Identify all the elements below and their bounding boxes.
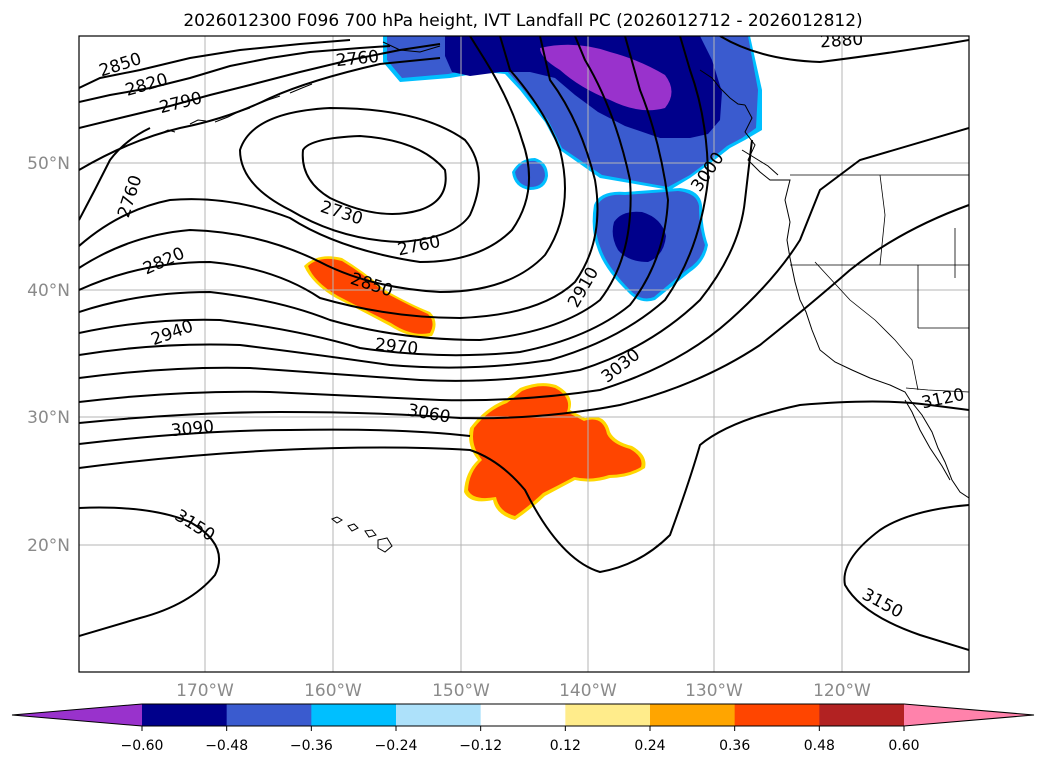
- contour-label: 3090: [170, 417, 215, 441]
- lon-label: 160°W: [304, 681, 362, 701]
- colorbar-segment: [565, 704, 651, 726]
- colorbar-ticks: −0.60 −0.48 −0.36 −0.24 −0.12 0.12 0.24 0.36 0.4…: [121, 726, 920, 754]
- colorbar-segment: [819, 704, 905, 726]
- colorbar-tick-label: 0.60: [888, 738, 919, 754]
- map-border: [78, 35, 970, 673]
- colorbar-segment: [142, 704, 228, 726]
- lon-label: 120°W: [813, 681, 871, 701]
- negative-anomaly-small: [512, 158, 548, 190]
- colorbar-segment: [396, 704, 482, 726]
- lat-label: 20°N: [27, 536, 70, 556]
- contour-label: 2760: [335, 47, 380, 71]
- height-contours: [79, 36, 969, 651]
- colorbar-tick-label: 0.24: [634, 738, 665, 754]
- colorbar-segment: [734, 704, 820, 726]
- colorbar-tick-label: 0.12: [550, 738, 581, 754]
- contour-label: 2970: [374, 335, 419, 359]
- map-background: [79, 36, 969, 672]
- colorbar-segment: [311, 704, 397, 726]
- colorbar-segments: [12, 704, 1034, 726]
- colorbar-segment: [226, 704, 312, 726]
- colorbar-tick-label: −0.12: [459, 738, 502, 754]
- lat-label: 50°N: [27, 154, 70, 174]
- colorbar-tick-label: 0.36: [719, 738, 750, 754]
- colorbar-tick-label: 0.48: [804, 738, 835, 754]
- graticule: [79, 36, 969, 672]
- map-layers: 2850 2820 2790 2760 2730 2760 2820 2850 …: [79, 30, 969, 672]
- lon-label: 170°W: [176, 681, 234, 701]
- colorbar-segment: [650, 704, 736, 726]
- hawaii-islands: [331, 516, 393, 553]
- latitude-axis: 50°N 40°N 30°N 20°N: [27, 154, 70, 556]
- colorbar: −0.60 −0.48 −0.36 −0.24 −0.12 0.12 0.24 0.36 0.4…: [11, 703, 1035, 754]
- map-title: 2026012300 F096 700 hPa height, IVT Land…: [183, 11, 862, 31]
- colorbar-tick-label: −0.60: [121, 738, 164, 754]
- negative-anomaly-central: [592, 188, 708, 302]
- lon-label: 150°W: [432, 681, 490, 701]
- lon-label: 130°W: [685, 681, 743, 701]
- lat-label: 40°N: [27, 281, 70, 301]
- lon-label: 140°W: [559, 681, 617, 701]
- colorbar-extend-low: [12, 704, 142, 726]
- contour-label: 2880: [819, 30, 864, 53]
- colorbar-tick-label: −0.48: [205, 738, 248, 754]
- colorbar-tick-label: −0.36: [290, 738, 333, 754]
- colorbar-extend-high: [904, 704, 1034, 726]
- lat-label: 30°N: [27, 408, 70, 428]
- longitude-axis: 170°W 160°W 150°W 140°W 130°W 120°W: [176, 681, 871, 701]
- negative-anomaly-north: [383, 36, 762, 190]
- colorbar-outline: [11, 703, 1035, 727]
- colorbar-segment: [480, 704, 566, 726]
- colorbar-tick-label: −0.24: [375, 738, 418, 754]
